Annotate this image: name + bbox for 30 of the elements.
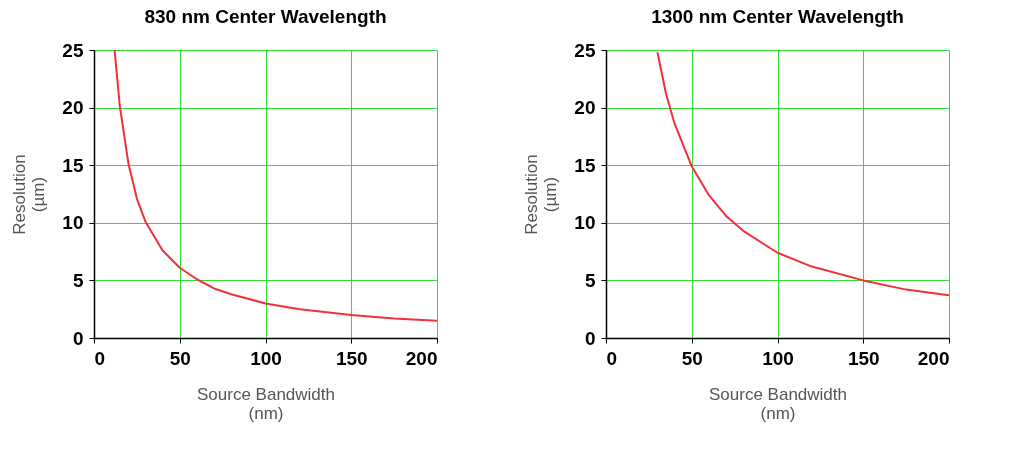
x-tick-label: 0 <box>606 347 618 369</box>
y-tick-label: 10 <box>574 212 596 234</box>
y-tick-label: 10 <box>62 212 84 234</box>
x-tick-label: 200 <box>917 347 950 369</box>
line-series <box>656 51 949 297</box>
line-series <box>113 50 437 322</box>
x-tick-label: 0 <box>94 347 106 369</box>
y-tick-label: 25 <box>574 39 596 61</box>
y-tick-label: 20 <box>62 97 84 119</box>
x-tick-label: 150 <box>335 347 368 369</box>
y-axis-title: Resolution (µm) <box>522 154 561 235</box>
y-tick-label: 15 <box>62 154 84 176</box>
x-tick-label: 100 <box>762 347 794 369</box>
y-tick-label: 0 <box>584 327 596 349</box>
y-tick-label: 5 <box>584 269 596 291</box>
y-tick-label: 15 <box>574 154 596 176</box>
chart-title: 1300 nm Center Wavelength <box>651 6 904 27</box>
x-tick-label: 50 <box>169 347 191 369</box>
x-tick-label: 100 <box>250 347 282 369</box>
y-tick-label: 5 <box>72 269 84 291</box>
y-axis-title: Resolution (µm) <box>10 154 49 235</box>
x-tick-label: 150 <box>847 347 880 369</box>
x-tick-label: 200 <box>405 347 438 369</box>
y-tick-label: 0 <box>72 327 84 349</box>
x-axis-title: Source Bandwidth (nm) <box>197 384 335 423</box>
x-tick-label: 50 <box>681 347 703 369</box>
y-tick-label: 20 <box>574 97 596 119</box>
x-axis-title: Source Bandwidth (nm) <box>709 384 847 423</box>
y-tick-label: 25 <box>62 39 84 61</box>
chart-title: 830 nm Center Wavelength <box>144 6 387 27</box>
